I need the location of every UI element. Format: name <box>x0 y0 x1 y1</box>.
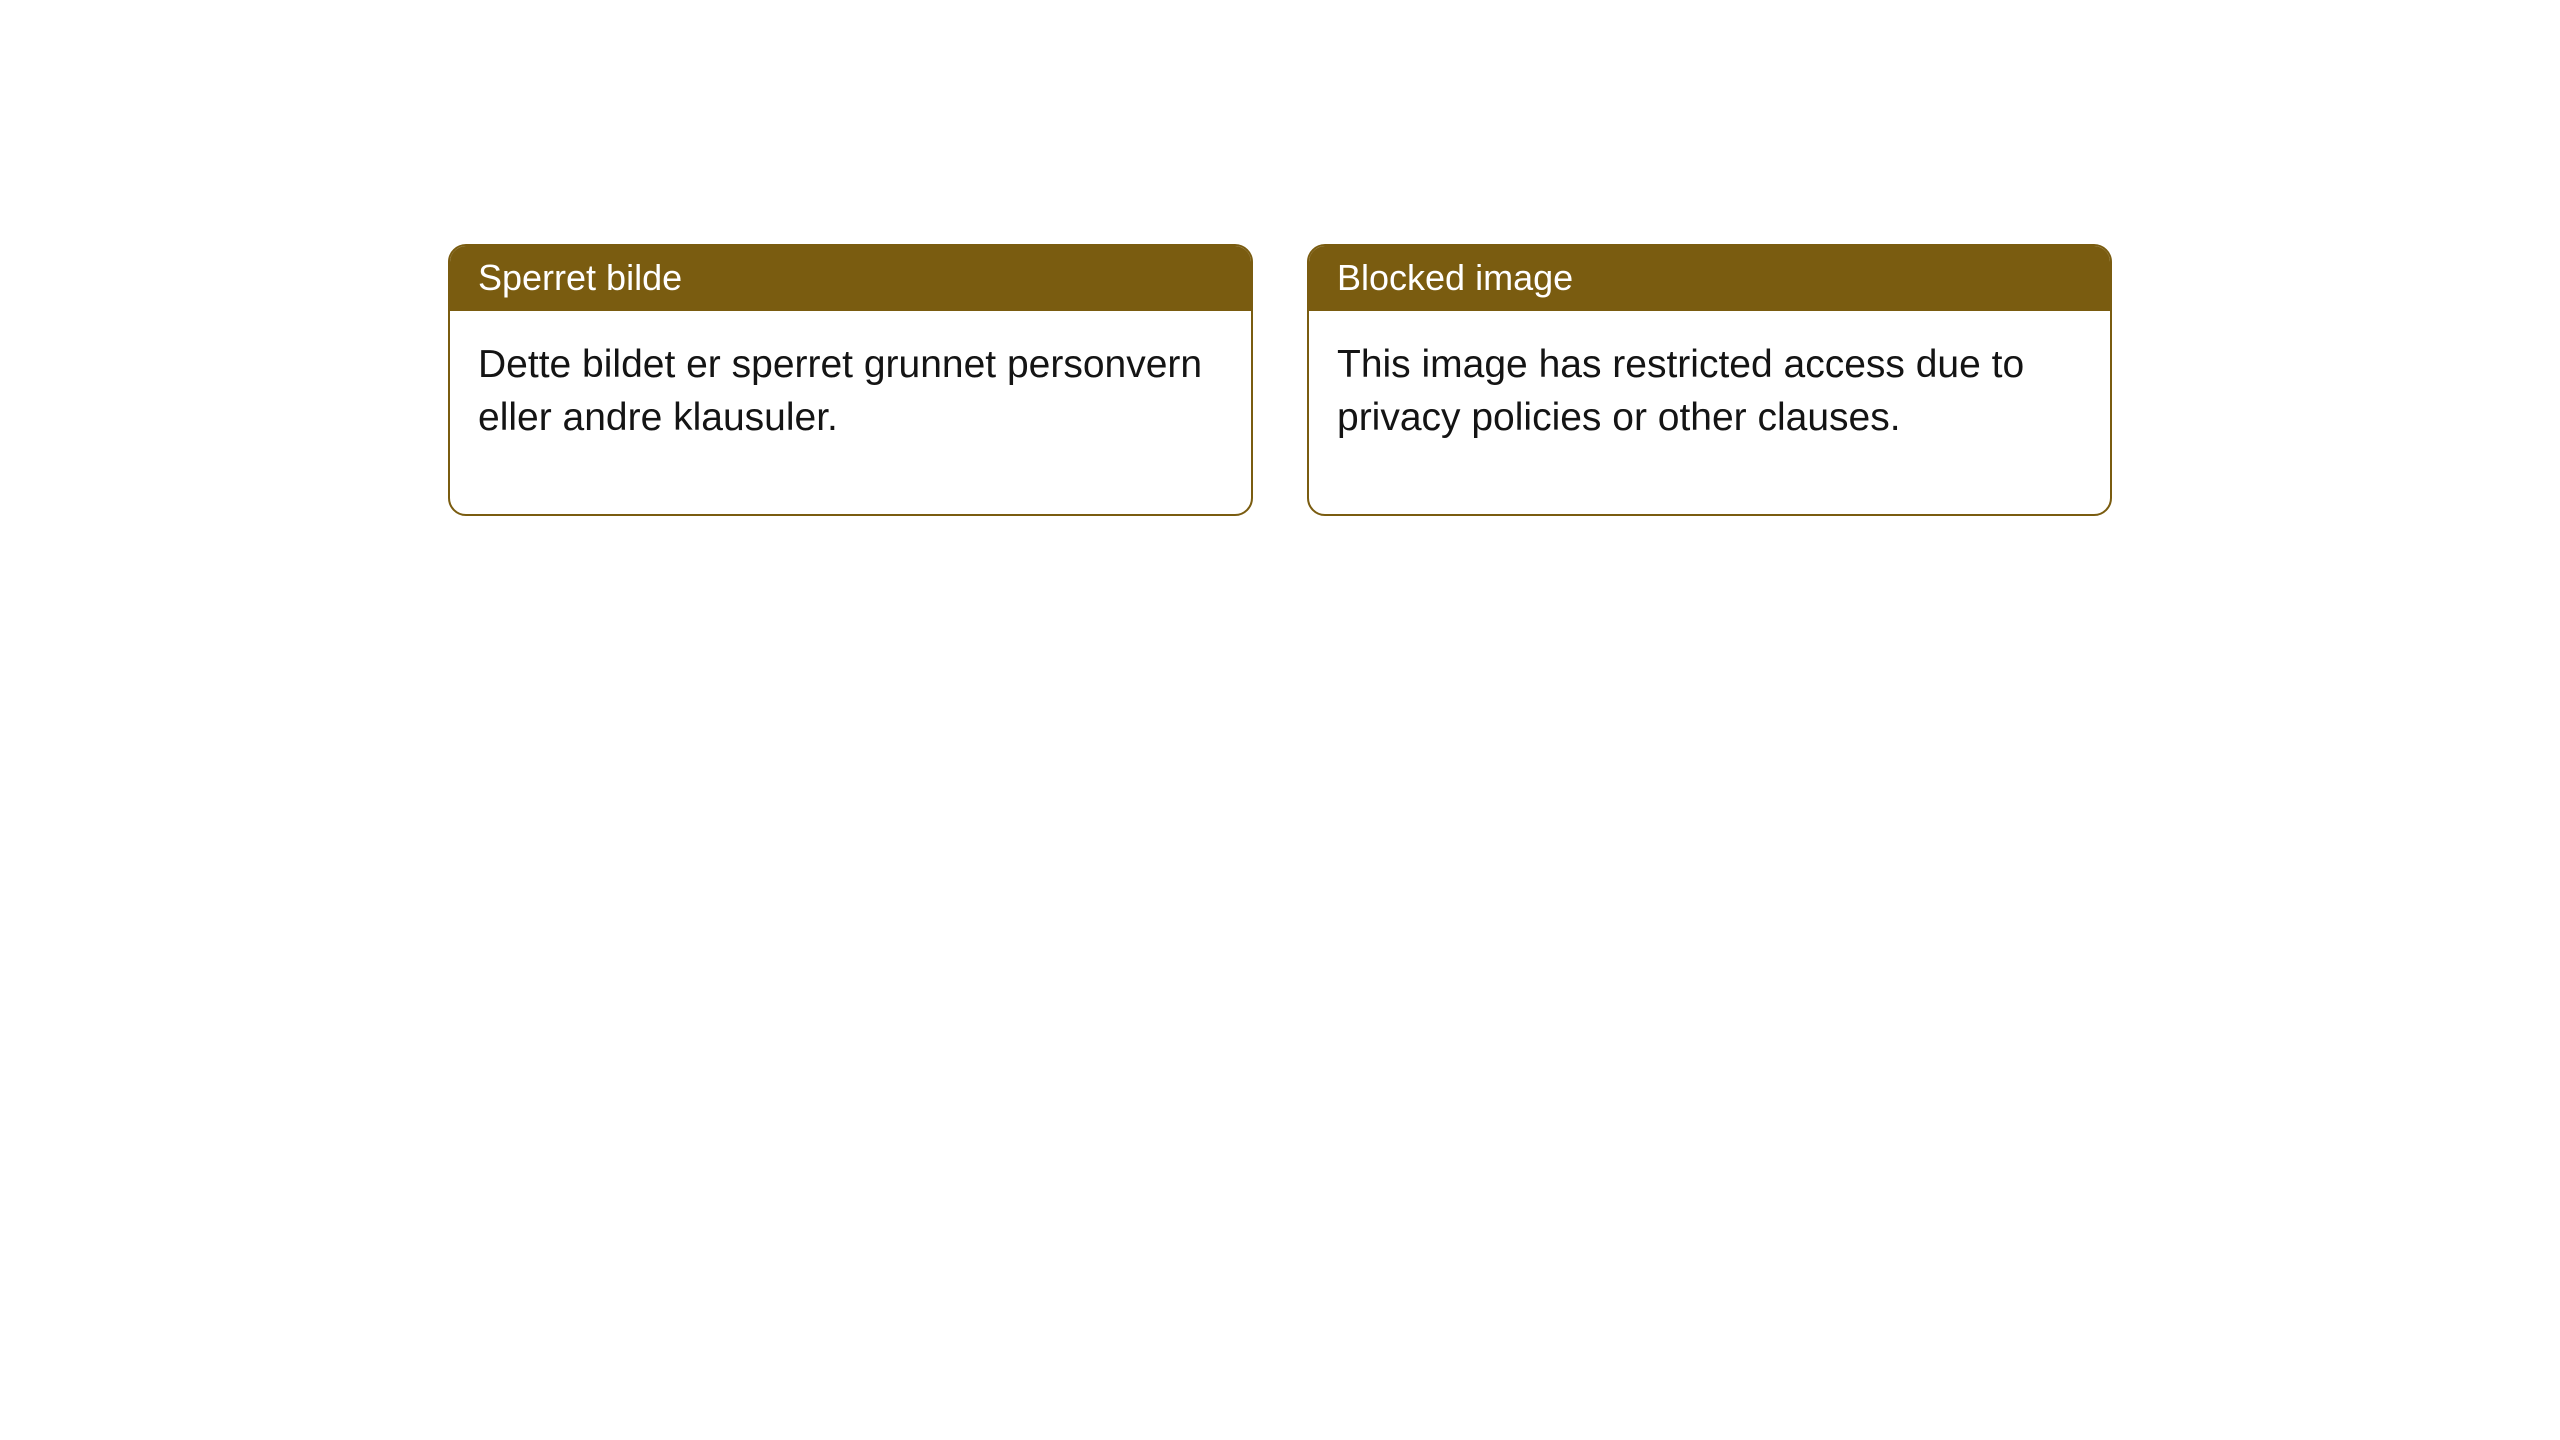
notice-container: Sperret bilde Dette bildet er sperret gr… <box>448 244 2112 516</box>
notice-body-english: This image has restricted access due to … <box>1309 311 2110 514</box>
notice-card-english: Blocked image This image has restricted … <box>1307 244 2112 516</box>
notice-title-norwegian: Sperret bilde <box>450 246 1251 311</box>
notice-title-english: Blocked image <box>1309 246 2110 311</box>
notice-body-norwegian: Dette bildet er sperret grunnet personve… <box>450 311 1251 514</box>
notice-card-norwegian: Sperret bilde Dette bildet er sperret gr… <box>448 244 1253 516</box>
